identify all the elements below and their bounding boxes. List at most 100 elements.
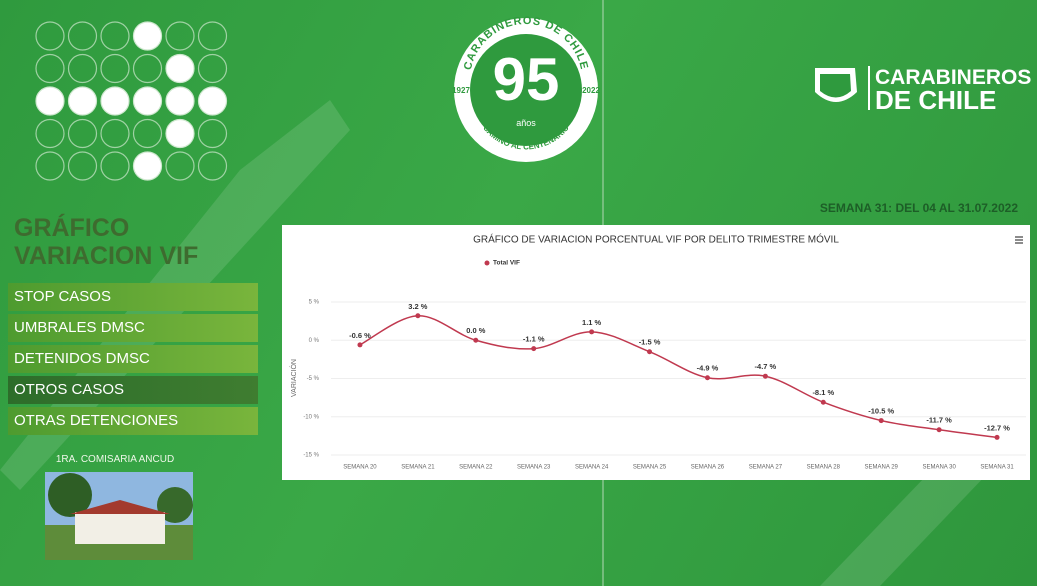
anniversary-number: 95 xyxy=(493,46,560,113)
dot xyxy=(101,87,129,115)
dot xyxy=(101,22,129,50)
photo-building xyxy=(75,512,165,544)
dot xyxy=(199,152,227,180)
menu-item[interactable]: OTRAS DETENCIONES xyxy=(8,407,258,435)
brand-logo: CARABINEROS DE CHILE xyxy=(815,66,1031,115)
shield-inner xyxy=(820,74,851,98)
sidebar-menu: STOP CASOS UMBRALES DMSC DETENIDOS DMSC … xyxy=(8,283,258,438)
menu-item[interactable]: OTROS CASOS xyxy=(8,376,258,404)
x-tick-label: SEMANA 28 xyxy=(807,465,841,471)
sidebar-title-1: GRÁFICO xyxy=(14,213,129,242)
dot xyxy=(101,152,129,180)
data-point xyxy=(647,349,652,354)
dot xyxy=(101,55,129,83)
x-tick-label: SEMANA 30 xyxy=(922,465,956,471)
menu-item[interactable]: DETENIDOS DMSC xyxy=(8,345,258,373)
data-label: -10.5 % xyxy=(868,407,894,416)
y-tick-label: -5 % xyxy=(307,376,320,382)
data-point xyxy=(415,313,420,318)
dot xyxy=(134,55,162,83)
data-point xyxy=(937,427,942,432)
data-label: -4.9 % xyxy=(697,364,719,373)
dot xyxy=(134,120,162,148)
station-photo xyxy=(45,472,193,560)
data-point xyxy=(763,374,768,379)
x-tick-label: SEMANA 20 xyxy=(343,465,377,471)
dot xyxy=(36,120,64,148)
dot xyxy=(199,55,227,83)
data-point xyxy=(995,435,1000,440)
dot xyxy=(69,22,97,50)
data-point xyxy=(357,342,362,347)
dot xyxy=(36,55,64,83)
data-point xyxy=(705,375,710,380)
series-line xyxy=(360,316,997,438)
week-range: SEMANA 31: DEL 04 AL 31.07.2022 xyxy=(820,201,1018,215)
data-label: 0.0 % xyxy=(466,326,486,335)
data-label: -1.1 % xyxy=(523,335,545,344)
dot xyxy=(166,55,194,83)
data-label: -11.7 % xyxy=(926,416,952,425)
x-tick-label: SEMANA 26 xyxy=(691,465,725,471)
data-label: 3.2 % xyxy=(408,302,428,311)
dot xyxy=(134,22,162,50)
legend-marker xyxy=(485,261,490,266)
dot xyxy=(199,22,227,50)
years-text: años xyxy=(516,118,536,128)
menu-item[interactable]: STOP CASOS xyxy=(8,283,258,311)
y-tick-label: -15 % xyxy=(303,453,319,459)
y-axis-label: VARIACIÓN xyxy=(289,359,298,397)
end-year: 2022 xyxy=(582,86,600,95)
dot xyxy=(36,152,64,180)
menu-item[interactable]: UMBRALES DMSC xyxy=(8,314,258,342)
x-tick-label: SEMANA 27 xyxy=(749,465,783,471)
menu-icon[interactable] xyxy=(1015,237,1023,243)
dot xyxy=(69,55,97,83)
station-name: 1RA. COMISARIA ANCUD xyxy=(56,454,174,465)
data-point xyxy=(473,338,478,343)
x-tick-label: SEMANA 21 xyxy=(401,465,435,471)
anniversary-logo: CARABINEROS DE CHILE CAMINO AL CENTENARI… xyxy=(452,15,600,162)
data-label: -4.7 % xyxy=(755,362,777,371)
y-tick-label: -10 % xyxy=(303,414,319,420)
dot xyxy=(199,120,227,148)
x-tick-label: SEMANA 24 xyxy=(575,465,609,471)
dot xyxy=(69,152,97,180)
dot-grid xyxy=(36,22,227,180)
dot xyxy=(166,152,194,180)
x-tick-label: SEMANA 23 xyxy=(517,465,551,471)
data-point xyxy=(821,400,826,405)
dot xyxy=(101,120,129,148)
dot xyxy=(134,152,162,180)
data-point xyxy=(531,346,536,351)
x-tick-label: SEMANA 22 xyxy=(459,465,493,471)
data-label: -0.6 % xyxy=(349,331,371,340)
chart: GRÁFICO DE VARIACION PORCENTUAL VIF POR … xyxy=(282,225,1030,480)
data-label: -1.5 % xyxy=(639,338,661,347)
dot xyxy=(166,22,194,50)
dot xyxy=(166,120,194,148)
sidebar-title-2: VARIACION VIF xyxy=(14,242,198,270)
x-tick-label: SEMANA 25 xyxy=(633,465,667,471)
start-year: 1927 xyxy=(452,86,470,95)
x-tick-label: SEMANA 29 xyxy=(865,465,899,471)
y-tick-label: 5 % xyxy=(309,300,320,306)
dot xyxy=(199,87,227,115)
data-point xyxy=(879,418,884,423)
data-point xyxy=(589,329,594,334)
page: CARABINEROS DE CHILE CAMINO AL CENTENARI… xyxy=(0,0,1037,586)
dot xyxy=(69,87,97,115)
data-label: -8.1 % xyxy=(812,388,834,397)
legend-label: Total VIF xyxy=(493,260,520,267)
chart-title: GRÁFICO DE VARIACION PORCENTUAL VIF POR … xyxy=(473,233,839,246)
dot xyxy=(36,22,64,50)
data-label: 1.1 % xyxy=(582,318,602,327)
dot xyxy=(134,87,162,115)
y-tick-label: 0 % xyxy=(309,338,320,344)
dot xyxy=(36,87,64,115)
dot xyxy=(166,87,194,115)
x-tick-label: SEMANA 31 xyxy=(980,465,1014,471)
dot xyxy=(69,120,97,148)
data-label: -12.7 % xyxy=(984,423,1010,432)
brand-line2: DE CHILE xyxy=(875,85,996,115)
